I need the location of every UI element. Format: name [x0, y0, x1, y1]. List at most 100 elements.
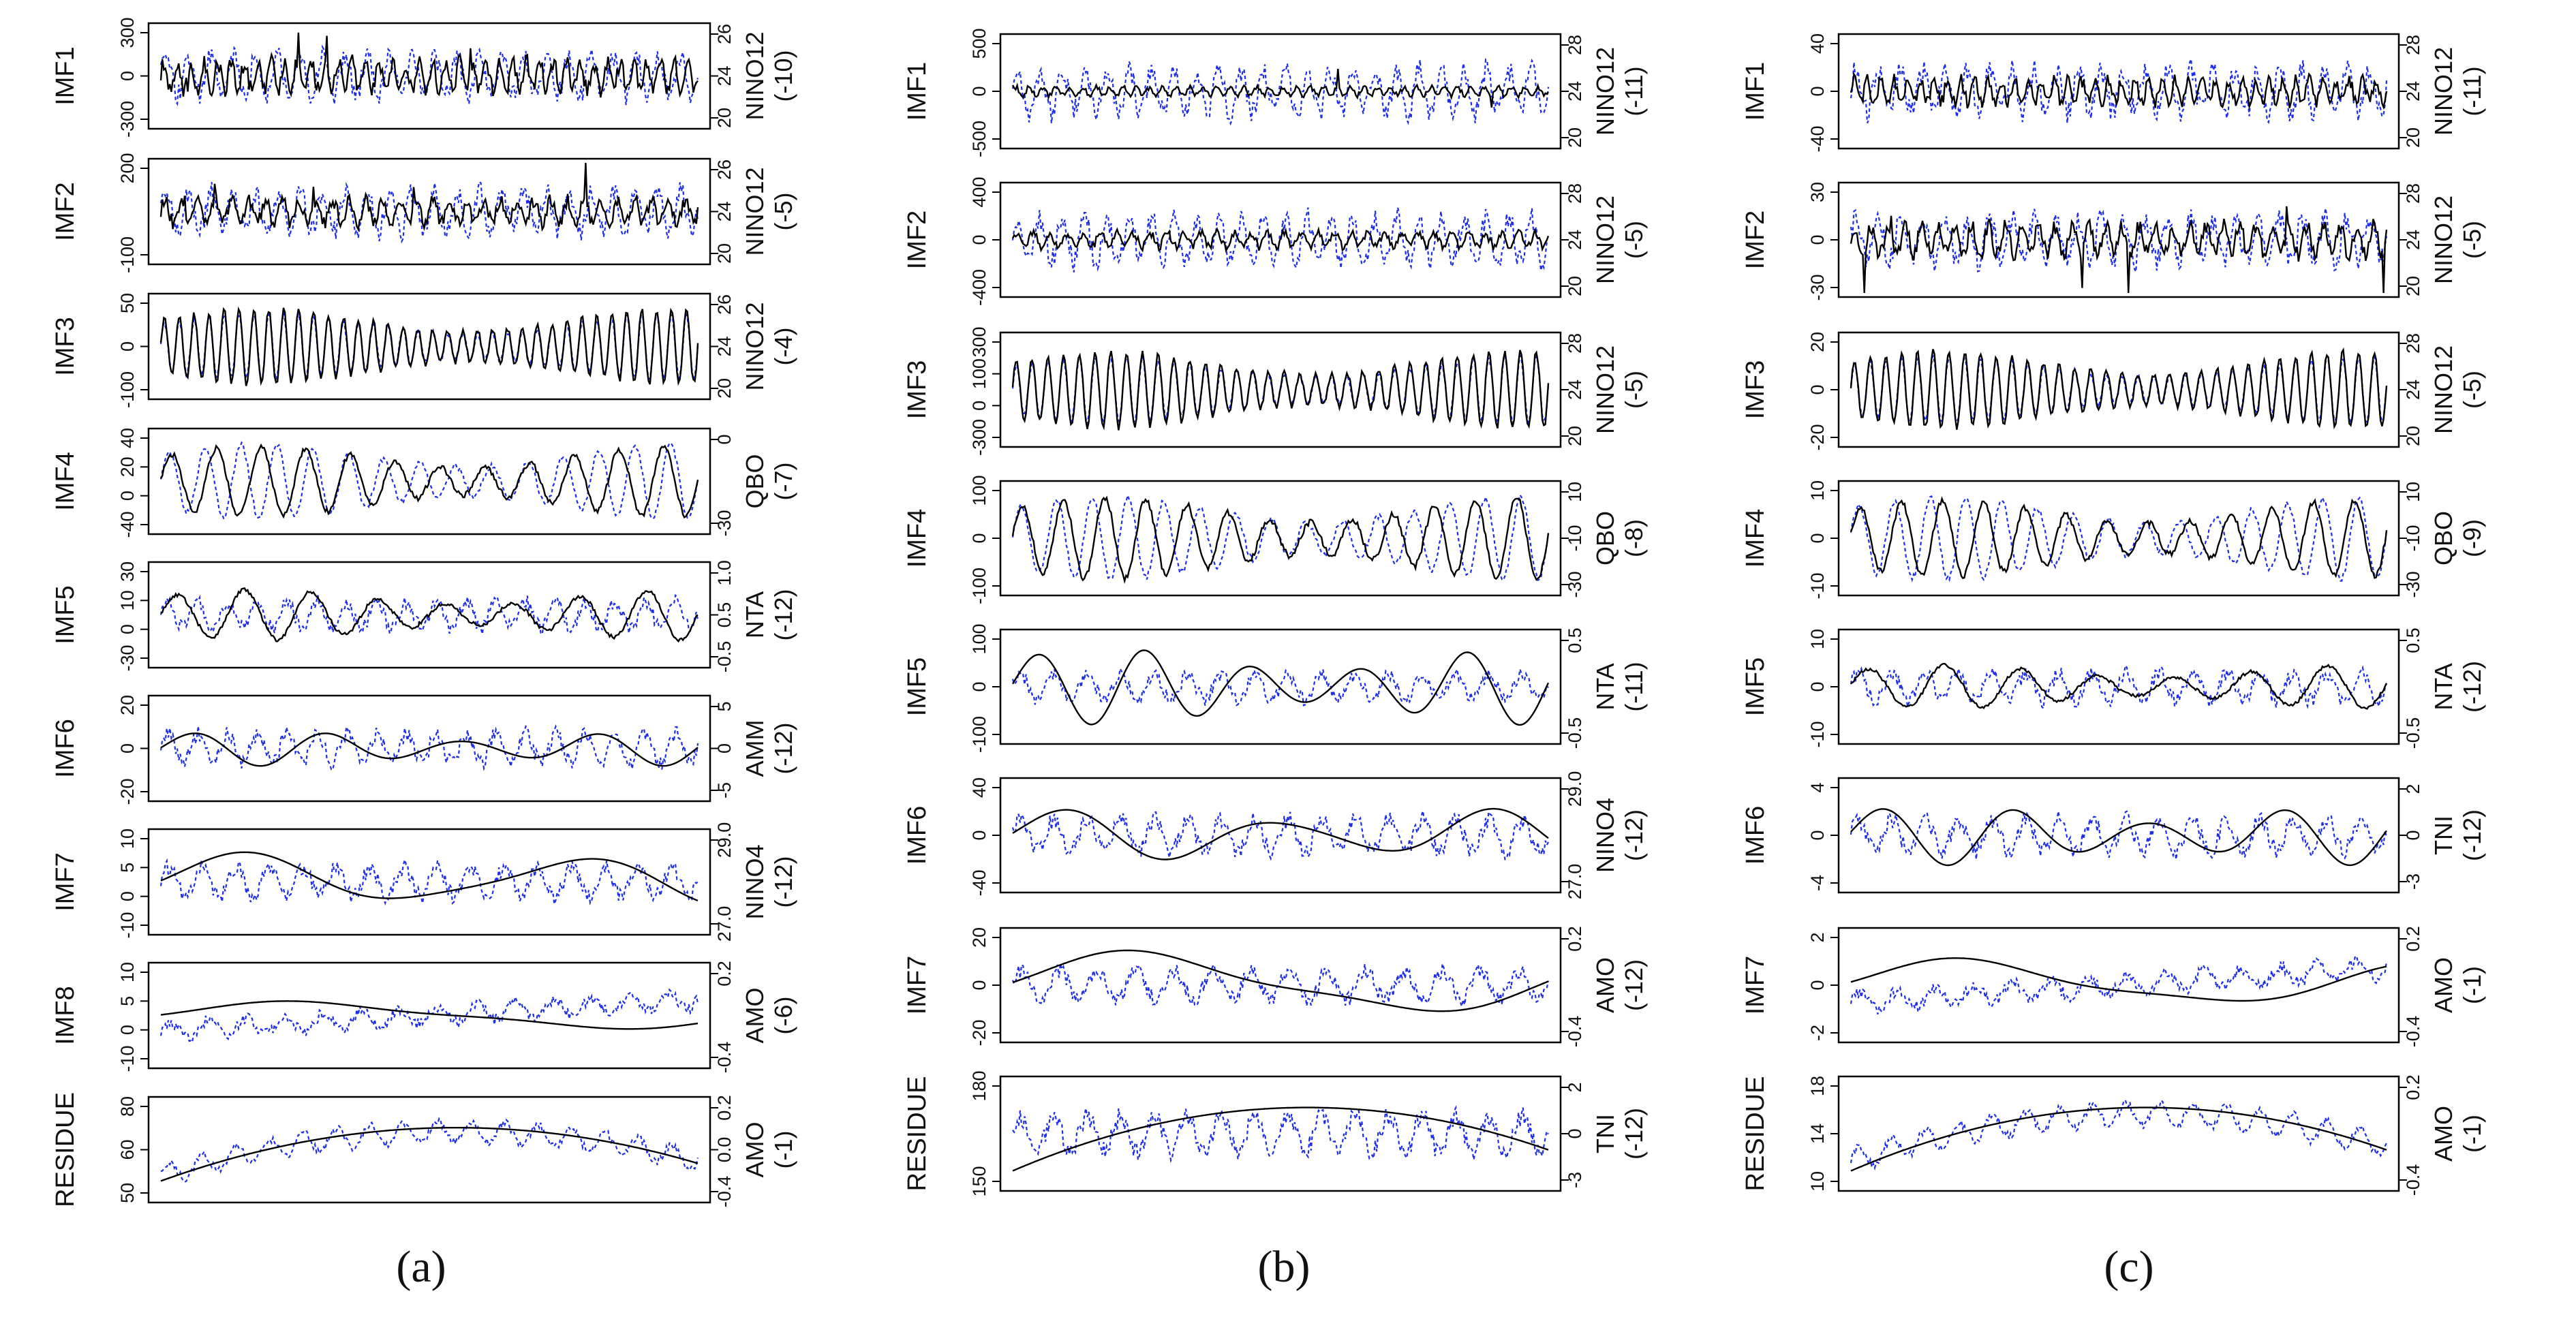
subplot-imf7: 20 0 -20 IMF7 0.2 -0.4 AMO (-12) [903, 926, 1648, 1047]
imf-series [159, 443, 699, 519]
imf-series [1011, 226, 1550, 253]
subplot-imf3: 50 0 -100 IMF3 26 24 20 NINO12 (-4) [51, 292, 797, 408]
subplot-imf1: 300 0 -300 IMF1 26 24 20 NINO12 (-10) [51, 17, 797, 138]
predictor-series [1011, 207, 1549, 273]
right-tick-label: 20 [714, 378, 735, 399]
left-tick-label: 0 [969, 533, 990, 543]
left-tick-label: -500 [969, 121, 990, 157]
lag-label: (-12) [1620, 959, 1648, 1011]
ylabel: IMF4 [51, 452, 80, 511]
left-tick-label: -4 [1807, 875, 1828, 891]
plot-frame [999, 927, 1562, 1044]
right-var-label: AMO [2429, 957, 2457, 1013]
right-var-label: NINO12 [2429, 196, 2457, 284]
right-tick-label: 27.0 [714, 906, 735, 942]
left-tick-label: 0 [117, 624, 138, 634]
subplot-imf2: 200 -100 IMF2 26 24 20 NINO12 (-5) [51, 153, 797, 273]
ylabel: IMF7 [903, 956, 932, 1015]
right-tick-label: 20 [714, 108, 735, 128]
right-tick-label: 10 [1565, 482, 1585, 502]
right-var-label: NINO12 [1591, 345, 1619, 434]
right-var-label: NTA [1591, 663, 1619, 710]
right-tick-label: -3 [1565, 1172, 1585, 1188]
right-tick-label: 2 [1565, 1082, 1585, 1092]
imf-series [1011, 649, 1550, 726]
ylabel: RESIDUE [1741, 1076, 1770, 1192]
ylabel: IMF6 [1741, 806, 1770, 865]
left-tick-label: -10 [1807, 572, 1828, 599]
left-tick-label: 0 [969, 234, 990, 245]
right-tick-label: 28 [1565, 333, 1585, 354]
right-tick-label: -0.5 [1565, 717, 1585, 749]
lag-label: (-12) [2458, 809, 2486, 861]
left-tick-label: -100 [117, 236, 138, 273]
subplot-imf7: 10 5 0 -10 IMF7 29.0 27.0 NINO4 (-12) [51, 822, 797, 942]
predictor-series [1011, 809, 1549, 861]
lag-label: (-12) [769, 856, 797, 907]
subplot-imf5: 10 0 -10 IMF5 0.5 -0.5 NTA (-12) [1741, 627, 2486, 749]
left-tick-label: 10 [117, 828, 138, 849]
left-tick-label: 0 [117, 491, 138, 501]
right-tick-label: 24 [1565, 379, 1585, 400]
left-tick-label: 0 [969, 401, 990, 411]
right-tick-label: -0.5 [714, 641, 735, 673]
imf-series [1850, 496, 2388, 579]
imf-series [1012, 807, 1549, 860]
imf-series [1011, 69, 1549, 108]
left-tick-label: 5 [117, 996, 138, 1006]
imf-series [1850, 957, 2387, 1002]
subplot-residue: 80 60 50 RESIDUE 0.2 0.0 -0.4 AMO (-1) [51, 1092, 797, 1207]
lag-label: (-5) [2458, 221, 2486, 259]
right-tick-label: 0.5 [714, 602, 735, 628]
right-tick-label: -10 [2403, 525, 2423, 551]
left-tick-label: 0 [1807, 86, 1828, 96]
subplot-imf6: 20 0 -20 IMF6 5 0 -5 AMM (-12) [51, 694, 797, 805]
lag-label: (-5) [2458, 371, 2486, 409]
right-tick-label: 20 [2403, 127, 2423, 148]
ylabel: IMF1 [1741, 62, 1770, 121]
right-tick-label: 24 [714, 65, 735, 86]
left-tick-label: 0 [117, 743, 138, 754]
left-tick-label: 0 [1807, 980, 1828, 990]
predictor-series [159, 441, 699, 520]
left-tick-label: 20 [117, 695, 138, 715]
imf-series [160, 1000, 699, 1030]
right-tick-label: 20 [1565, 276, 1585, 296]
right-tick-label: 28 [2403, 183, 2423, 204]
imf-series [1850, 663, 2388, 710]
ylabel: IMF6 [903, 806, 932, 865]
lag-label: (-1) [769, 1131, 797, 1169]
predictor-series [159, 856, 699, 906]
ylabel: IMF5 [1741, 657, 1770, 717]
lag-label: (-6) [769, 997, 797, 1035]
left-tick-label: -100 [969, 568, 990, 604]
imf-series [1012, 949, 1549, 1012]
right-tick-label: 26 [714, 159, 735, 180]
lag-label: (-1) [2458, 1115, 2486, 1153]
lag-label: (-12) [769, 589, 797, 640]
left-tick-label: 0 [117, 71, 138, 81]
subplot-imf7: 2 0 -2 IMF7 0.2 -0.4 AMO (-1) [1741, 926, 2486, 1047]
lag-label: (-11) [1620, 662, 1648, 711]
right-tick-label: 0.5 [1565, 627, 1585, 653]
predictor-series [1011, 962, 1550, 1010]
left-tick-label: 2 [1807, 932, 1828, 942]
left-tick-label: -10 [117, 1045, 138, 1072]
ylabel: IMF2 [903, 211, 932, 270]
predictor-series [1850, 955, 2388, 1014]
lag-label: (-11) [2458, 66, 2486, 116]
lag-label: (-5) [1620, 221, 1648, 259]
subplot-residue: 18 14 10 RESIDUE 0.2 -0.4 AMO (-1) [1741, 1074, 2486, 1196]
left-tick-label: 20 [117, 456, 138, 477]
left-tick-label: 100 [969, 358, 990, 389]
subplot-imf4: 10 0 -10 IMF4 10 -10 -30 QBO (-9) [1741, 480, 2486, 600]
left-tick-label: 0 [117, 891, 138, 901]
imf-series [1850, 206, 2388, 294]
right-tick-label: 24 [2403, 81, 2423, 102]
subplot-imf6: 4 0 -4 IMF6 2 0 -3 TNI (-12) [1741, 777, 2486, 894]
ylabel: IMF4 [1741, 509, 1770, 568]
lag-label: (-7) [769, 463, 797, 501]
right-tick-label: 0.5 [2403, 627, 2423, 653]
